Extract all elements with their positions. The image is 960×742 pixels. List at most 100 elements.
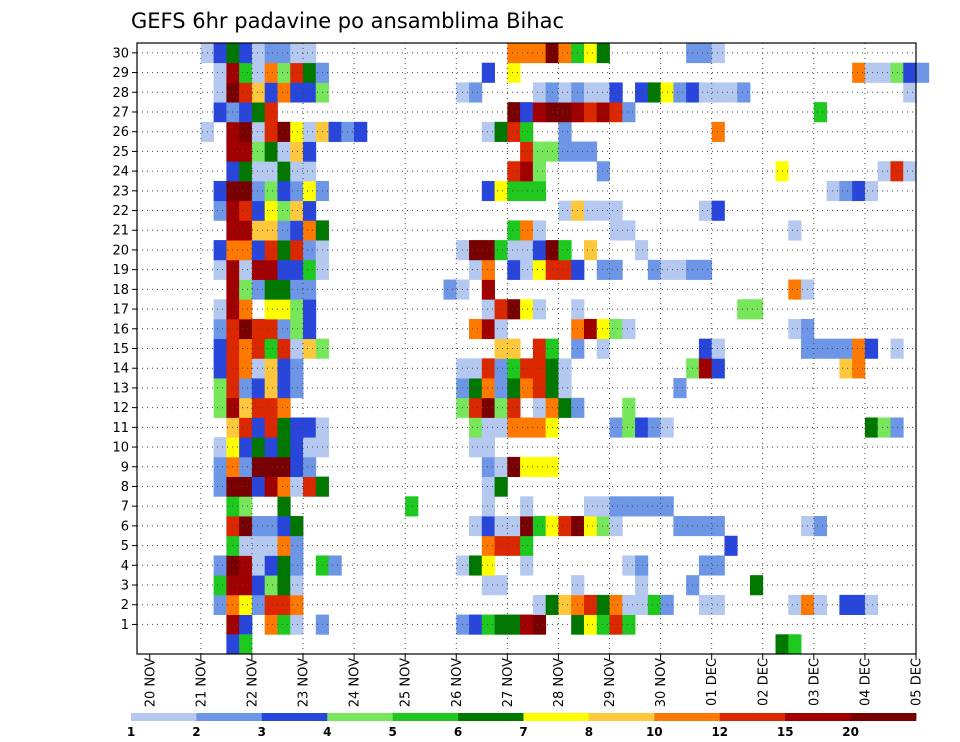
heatmap-cell xyxy=(469,555,483,576)
heatmap-cell xyxy=(303,200,317,221)
heatmap-cell xyxy=(251,437,266,458)
y-tick-label: 27 xyxy=(112,105,129,120)
heatmap-cell xyxy=(520,220,534,241)
heatmap-cell xyxy=(494,180,508,202)
y-tick-label: 9 xyxy=(121,460,129,475)
heatmap-cell xyxy=(481,299,495,320)
heatmap-cell xyxy=(277,496,291,517)
heatmap-cell xyxy=(583,200,598,221)
heatmap-cell xyxy=(290,378,304,399)
heatmap-cell xyxy=(277,161,291,182)
heatmap-cell xyxy=(647,82,661,103)
heatmap-cell xyxy=(481,555,495,576)
y-tick-label: 1 xyxy=(121,618,129,633)
heatmap-cell xyxy=(469,259,483,280)
heatmap-cell xyxy=(788,634,802,655)
heatmap-cell xyxy=(864,62,879,83)
heatmap-cell xyxy=(826,180,840,202)
heatmap-cell xyxy=(277,141,291,162)
heatmap-cell xyxy=(532,614,547,635)
heatmap-cell xyxy=(239,397,253,418)
colorbar-label: 4 xyxy=(323,725,331,739)
heatmap-cell xyxy=(494,516,508,537)
heatmap-cell xyxy=(494,476,508,497)
heatmap-cell xyxy=(264,437,278,458)
heatmap-cell xyxy=(264,200,278,221)
heatmap-cell xyxy=(583,496,598,517)
heatmap-cell xyxy=(532,220,547,241)
heatmap-cell xyxy=(469,417,483,438)
heatmap-cell xyxy=(852,594,866,615)
heatmap-cell xyxy=(609,594,623,615)
heatmap-cell xyxy=(507,417,521,438)
heatmap-cell xyxy=(251,62,266,83)
heatmap-cell xyxy=(596,496,610,517)
heatmap-cell xyxy=(583,594,598,615)
colorbar-label: 2 xyxy=(192,725,200,739)
heatmap-cell xyxy=(239,279,253,300)
colorbar-label: 15 xyxy=(777,725,794,739)
heatmap-cell xyxy=(788,279,802,300)
heatmap-cell xyxy=(213,358,227,379)
heatmap-cell xyxy=(469,358,483,379)
y-tick-label: 25 xyxy=(112,145,129,160)
heatmap-cell xyxy=(673,378,687,399)
heatmap-cell xyxy=(494,318,508,340)
heatmap-cell xyxy=(251,141,266,162)
heatmap-cell xyxy=(749,575,764,596)
heatmap-cell xyxy=(520,417,534,438)
heatmap-cell xyxy=(635,575,649,596)
heatmap-cell xyxy=(213,200,227,221)
heatmap-cell xyxy=(532,456,547,478)
heatmap-cell xyxy=(494,417,508,438)
heatmap-cell xyxy=(724,535,738,556)
heatmap-cell xyxy=(558,82,572,103)
heatmap-cell xyxy=(532,82,547,103)
heatmap-cell xyxy=(290,358,304,379)
heatmap-cell xyxy=(711,516,725,537)
x-tick-label: 26 NOV xyxy=(450,658,465,707)
heatmap-cell xyxy=(277,220,291,241)
heatmap-cell xyxy=(583,141,598,162)
heatmap-cell xyxy=(635,82,649,103)
x-tick-label: 22 NOV xyxy=(245,658,260,707)
heatmap-cell xyxy=(277,43,291,64)
colorbar-swatch xyxy=(131,713,197,721)
heatmap-cell xyxy=(813,594,828,615)
heatmap-cell xyxy=(481,358,495,379)
heatmap-cell xyxy=(864,180,879,202)
heatmap-cell xyxy=(711,555,725,576)
heatmap-cell xyxy=(583,240,598,261)
heatmap-cell xyxy=(239,594,253,615)
heatmap-cell xyxy=(213,318,227,340)
heatmap-cell xyxy=(558,43,572,64)
heatmap-cell xyxy=(264,299,278,320)
chart-title: GEFS 6hr padavine po ansamblima Bihac xyxy=(131,9,564,33)
heatmap-cell xyxy=(507,220,521,241)
heatmap-cell xyxy=(775,634,789,655)
heatmap-cell xyxy=(864,417,879,438)
heatmap-cell xyxy=(481,397,495,418)
heatmap-cell xyxy=(507,516,521,537)
heatmap-cell xyxy=(609,220,623,241)
heatmap-cell xyxy=(596,200,610,221)
colorbar-label: 12 xyxy=(711,725,728,739)
heatmap-cell xyxy=(635,496,649,517)
heatmap-cell xyxy=(277,240,291,261)
heatmap-cell xyxy=(469,397,483,418)
heatmap-cell xyxy=(303,62,317,83)
heatmap-cell xyxy=(826,338,840,359)
heatmap-cell xyxy=(609,516,623,537)
heatmap-cell xyxy=(622,417,636,438)
heatmap-cell xyxy=(251,338,266,359)
heatmap-cell xyxy=(264,121,278,142)
heatmap-cell xyxy=(532,102,547,123)
heatmap-cell xyxy=(520,121,534,142)
heatmap-cell xyxy=(864,594,879,615)
heatmap-cell xyxy=(507,397,521,418)
heatmap-cell xyxy=(494,121,508,142)
colorbar-label: 3 xyxy=(258,725,266,739)
heatmap-cell xyxy=(303,43,317,64)
heatmap-cell xyxy=(251,594,266,615)
heatmap-cell xyxy=(290,259,304,280)
